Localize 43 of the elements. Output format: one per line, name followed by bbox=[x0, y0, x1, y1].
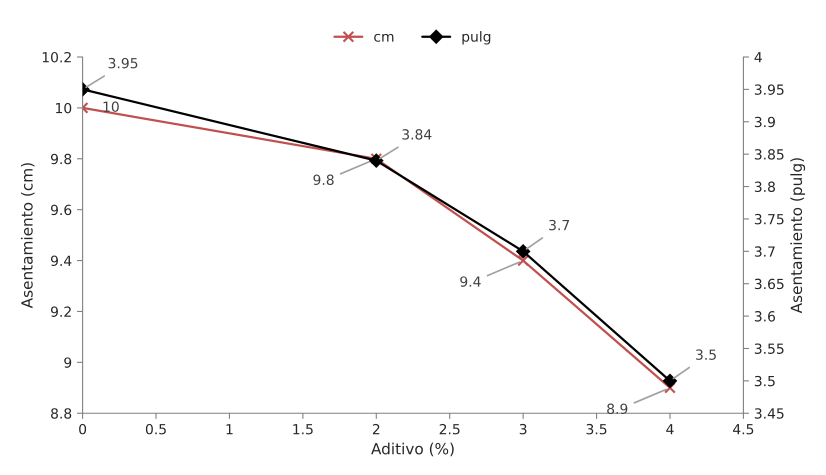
y-tick-label: 9.2 bbox=[50, 306, 71, 317]
data-label: 3.5 bbox=[696, 349, 716, 360]
x-tick-label: 2 bbox=[372, 424, 380, 434]
y2-tick-label: 3.65 bbox=[754, 278, 784, 290]
x-tick-label: 4 bbox=[666, 424, 674, 434]
x-tick-label: 0.5 bbox=[146, 424, 166, 434]
x-tick-label: 4.5 bbox=[733, 424, 754, 434]
data-label: 3.95 bbox=[108, 58, 138, 68]
data-label: 3.7 bbox=[549, 220, 570, 230]
y2-tick-label: 3.9 bbox=[754, 116, 775, 128]
y-tick-label: 9.4 bbox=[50, 256, 72, 266]
x-tick-label: 1 bbox=[226, 424, 233, 434]
x-tick-label: 2.5 bbox=[440, 424, 460, 434]
x-tick-label: 3 bbox=[520, 424, 526, 434]
y2-tick-label: 3.7 bbox=[754, 246, 775, 257]
x-tick-label: 3.5 bbox=[586, 424, 606, 434]
legend-label: cm bbox=[374, 34, 394, 42]
y2-tick-label: 3.55 bbox=[754, 343, 784, 354]
x-tick-label: 1.5 bbox=[293, 424, 313, 434]
y2-tick-label: 3.45 bbox=[754, 408, 784, 419]
data-label: 8.9 bbox=[607, 404, 628, 414]
y-tick-label: 9 bbox=[64, 357, 72, 368]
y2-axis-title: Asentamiento (pulg) bbox=[790, 158, 806, 314]
x-axis-title: Aditivo (%) bbox=[371, 442, 454, 456]
legend-label: pulg bbox=[462, 31, 490, 44]
y2-tick-label: 3.5 bbox=[754, 376, 775, 386]
data-label: 9.8 bbox=[313, 174, 334, 186]
y2-tick-label: 3.85 bbox=[754, 149, 784, 160]
data-label: 10 bbox=[104, 101, 119, 112]
data-label: 9.4 bbox=[460, 276, 481, 287]
y2-tick-label: 3.95 bbox=[754, 84, 784, 95]
data-label: 3.84 bbox=[402, 129, 432, 140]
y-axis-title: Asentamiento (cm) bbox=[20, 163, 35, 308]
y2-tick-label: 3.8 bbox=[754, 182, 775, 192]
y2-tick-label: 3.75 bbox=[754, 214, 784, 224]
y-tick-label: 10 bbox=[56, 102, 72, 114]
y2-tick-label: 3.6 bbox=[754, 311, 776, 322]
y2-tick-label: 4 bbox=[754, 52, 762, 62]
y-tick-label: 9.8 bbox=[50, 154, 72, 164]
y-tick-label: 10.2 bbox=[42, 52, 71, 62]
x-tick-label: 0 bbox=[79, 424, 86, 434]
y-tick-label: 8.8 bbox=[51, 408, 72, 419]
y-tick-label: 9.6 bbox=[50, 204, 72, 216]
